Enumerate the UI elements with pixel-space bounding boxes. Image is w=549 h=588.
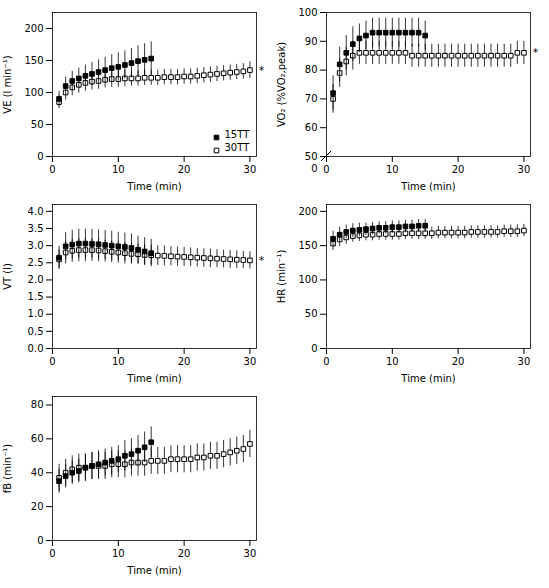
svg-text:VE (l min⁻¹): VE (l min⁻¹) (2, 55, 13, 113)
svg-text:fB (min⁻¹): fB (min⁻¹) (2, 444, 13, 494)
svg-text:Time (min): Time (min) (126, 565, 181, 576)
svg-text:150: 150 (298, 240, 317, 251)
svg-text:90: 90 (305, 36, 318, 47)
svg-text:20: 20 (178, 356, 191, 367)
svg-text:30: 30 (518, 164, 531, 175)
svg-text:*: * (259, 254, 265, 267)
svg-text:10: 10 (386, 164, 399, 175)
svg-text:60: 60 (31, 433, 44, 444)
svg-text:0: 0 (49, 356, 55, 367)
svg-text:10: 10 (112, 548, 125, 559)
svg-text:HR (min⁻¹): HR (min⁻¹) (276, 250, 287, 304)
svg-text:15TT: 15TT (225, 129, 251, 140)
svg-text:50: 50 (31, 119, 44, 130)
svg-text:60: 60 (305, 122, 318, 133)
svg-text:20: 20 (452, 356, 465, 367)
svg-text:10: 10 (386, 356, 399, 367)
svg-text:0: 0 (323, 164, 329, 175)
svg-text:4.0: 4.0 (28, 206, 44, 217)
svg-text:0.5: 0.5 (28, 326, 44, 337)
svg-text:*: * (533, 46, 539, 59)
svg-text:20: 20 (178, 548, 191, 559)
svg-text:150: 150 (24, 55, 43, 66)
svg-text:3.5: 3.5 (28, 223, 44, 234)
svg-text:20: 20 (452, 164, 465, 175)
svg-text:30: 30 (244, 164, 257, 175)
svg-text:10: 10 (112, 356, 125, 367)
svg-text:30: 30 (244, 548, 257, 559)
svg-text:0: 0 (37, 535, 43, 546)
svg-text:100: 100 (298, 274, 317, 285)
svg-text:30TT: 30TT (225, 142, 251, 153)
svg-text:100: 100 (298, 7, 317, 18)
svg-text:0: 0 (49, 548, 55, 559)
svg-text:2.5: 2.5 (28, 257, 44, 268)
svg-text:50: 50 (305, 308, 318, 319)
svg-text:80: 80 (31, 399, 44, 410)
svg-text:VT (l): VT (l) (2, 263, 13, 290)
svg-text:10: 10 (112, 164, 125, 175)
svg-text:0.0: 0.0 (28, 343, 44, 354)
svg-text:0: 0 (311, 343, 317, 354)
svg-text:20: 20 (31, 501, 44, 512)
svg-text:20: 20 (178, 164, 191, 175)
svg-text:70: 70 (305, 93, 318, 104)
svg-text:50: 50 (305, 151, 318, 162)
svg-text:0: 0 (49, 164, 55, 175)
svg-text:200: 200 (298, 206, 317, 217)
svg-text:80: 80 (305, 64, 318, 75)
svg-text:*: * (259, 64, 265, 77)
svg-text:200: 200 (24, 23, 43, 34)
svg-text:0: 0 (37, 151, 43, 162)
svg-text:Time (min): Time (min) (400, 181, 455, 192)
svg-text:Time (min): Time (min) (126, 181, 181, 192)
svg-text:40: 40 (31, 467, 44, 478)
svg-text:Time (min): Time (min) (400, 373, 455, 384)
svg-text:100: 100 (24, 87, 43, 98)
svg-text:30: 30 (244, 356, 257, 367)
svg-text:1.0: 1.0 (28, 308, 44, 319)
svg-text:1.5: 1.5 (28, 291, 44, 302)
svg-text:2.0: 2.0 (28, 274, 44, 285)
svg-text:Time (min): Time (min) (126, 373, 181, 384)
svg-text:VO₂ (%VO₂,peak): VO₂ (%VO₂,peak) (276, 42, 287, 127)
svg-text:3.0: 3.0 (28, 240, 44, 251)
svg-text:30: 30 (518, 356, 531, 367)
svg-text:0: 0 (311, 163, 317, 174)
svg-text:0: 0 (323, 356, 329, 367)
